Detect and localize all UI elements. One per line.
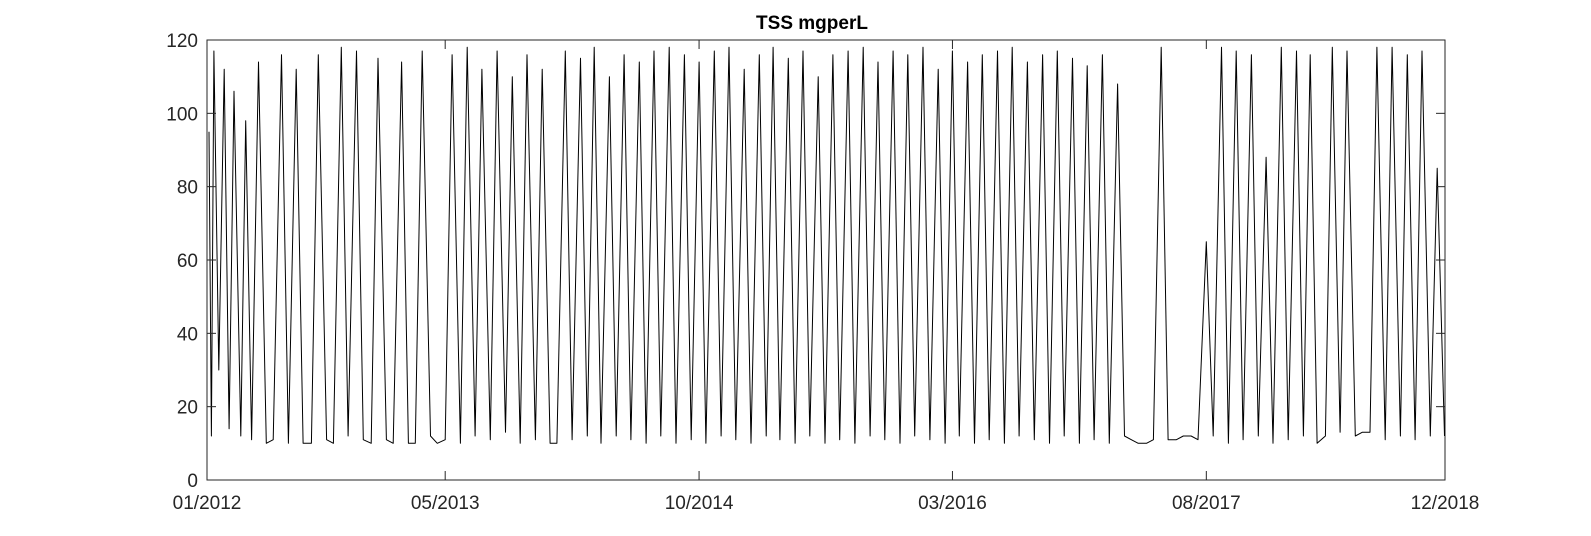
y-tick-label: 40 <box>177 324 198 345</box>
series-line <box>208 46 1445 444</box>
x-tick-label: 12/2018 <box>1411 493 1480 514</box>
y-tick-label: 60 <box>177 251 198 272</box>
x-tick-label: 08/2017 <box>1172 493 1241 514</box>
y-tick-label: 120 <box>166 31 198 52</box>
x-tick-label: 01/2012 <box>173 493 242 514</box>
y-tick-label: 20 <box>177 398 198 419</box>
plot-area <box>206 39 1446 481</box>
y-tick-label: 0 <box>187 471 198 492</box>
x-axis: 01/2012 05/2013 10/2014 03/2016 08/2017 12/20… <box>173 40 1480 514</box>
y-tick-label: 100 <box>166 104 198 125</box>
x-tick-label: 10/2014 <box>665 493 734 514</box>
y-tick-label: 80 <box>177 178 198 199</box>
x-tick-label: 03/2016 <box>918 493 987 514</box>
chart-title: TSS mgperL <box>756 13 868 34</box>
y-axis: 0 20 40 60 80 100 120 <box>166 31 1445 492</box>
x-tick-label: 05/2013 <box>411 493 480 514</box>
